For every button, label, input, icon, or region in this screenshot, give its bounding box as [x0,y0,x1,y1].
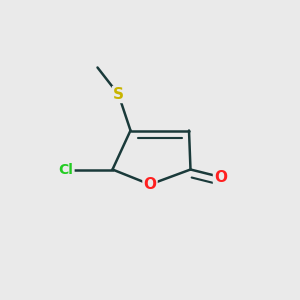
Text: O: O [143,177,157,192]
Text: S: S [113,87,124,102]
Text: O: O [214,169,227,184]
Text: Cl: Cl [58,163,74,176]
